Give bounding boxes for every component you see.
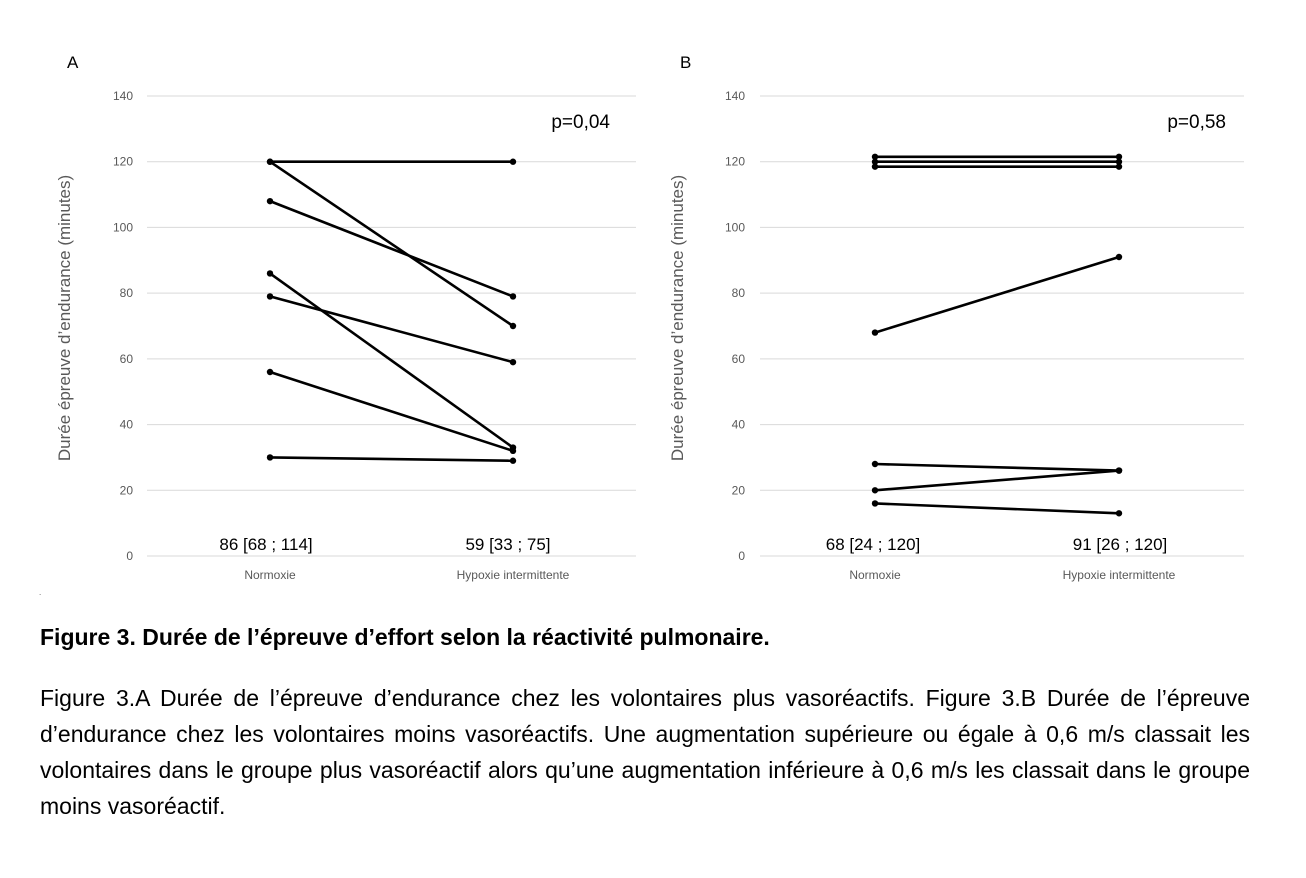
- data-point-a-7-normoxie: [266, 454, 274, 461]
- series-b-7: [871, 500, 1123, 517]
- data-point-a-2-hypoxie: [509, 322, 517, 330]
- series-line-a-2: [269, 160, 514, 328]
- y-axis-label-b: Durée épreuve d’endurance (minutes): [668, 175, 687, 461]
- series-a-5: [266, 293, 517, 366]
- series-line-b-4: [874, 255, 1120, 334]
- series-b-5: [871, 460, 1123, 474]
- panel-letter-b: B: [680, 53, 691, 72]
- y-tick-label-a-40: 40: [120, 418, 134, 432]
- data-point-a-5-hypoxie: [509, 358, 517, 366]
- series-b-1: [871, 153, 1123, 160]
- series-b-3: [871, 163, 1123, 170]
- x-tick-label-a-hypoxie: Hypoxie intermittente: [457, 568, 570, 582]
- data-point-a-4-normoxie: [266, 270, 274, 277]
- group-stat-b-normoxie: 68 [24 ; 120]: [826, 535, 921, 554]
- data-point-a-5-normoxie: [266, 293, 274, 300]
- chart-panel-a: A 0 20 40 60 80 100 120 140 Durée épreuve d’end…: [55, 53, 636, 582]
- series-a-2: [266, 158, 517, 330]
- y-tick-label-a-20: 20: [120, 483, 134, 497]
- data-point-b-6-hypoxie: [1115, 467, 1123, 474]
- p-value-b: p=0,58: [1167, 112, 1226, 133]
- data-point-a-3-normoxie: [266, 197, 274, 205]
- y-axis-label-a: Durée épreuve d’endurance (minutes): [55, 175, 74, 461]
- data-point-b-5-normoxie: [871, 460, 879, 468]
- y-tick-label-b-0: 0: [738, 549, 745, 563]
- figure-caption-body: Figure 3.A Durée de l’épreuve d’enduranc…: [40, 685, 1250, 819]
- data-point-b-4-normoxie: [871, 329, 879, 336]
- stray-dot-mark: .: [39, 588, 42, 597]
- chart-panel-b: B 0 20 40 60 80 100 120 140 Durée épreuve d’end…: [668, 53, 1244, 582]
- series-b-2: [871, 158, 1123, 165]
- series-line-a-6: [269, 370, 514, 453]
- data-point-b-3-hypoxie: [1115, 163, 1123, 170]
- data-point-b-7-normoxie: [871, 500, 879, 507]
- series-a-4: [266, 270, 517, 451]
- x-tick-label-a-normoxie: Normoxie: [244, 568, 296, 582]
- y-tick-label-b-60: 60: [732, 352, 746, 366]
- figure-caption-title: Figure 3. Durée de l’épreuve d’effort se…: [40, 624, 770, 650]
- data-point-b-2-normoxie: [871, 158, 879, 165]
- data-point-b-2-hypoxie: [1115, 158, 1123, 165]
- series-line-b-6: [874, 469, 1120, 492]
- series-line-a-5: [269, 295, 514, 364]
- y-tick-label-b-100: 100: [725, 220, 745, 234]
- y-tick-label-a-0: 0: [126, 549, 133, 563]
- series-a-6: [266, 368, 517, 455]
- y-tick-label-a-60: 60: [120, 352, 134, 366]
- series-a-7: [266, 454, 517, 464]
- y-tick-label-b-40: 40: [732, 418, 746, 432]
- data-point-b-4-hypoxie: [1115, 253, 1123, 261]
- series-a-1: [266, 158, 517, 165]
- data-point-a-6-hypoxie: [509, 447, 517, 455]
- data-point-b-6-normoxie: [871, 487, 879, 494]
- data-point-b-7-hypoxie: [1115, 510, 1123, 517]
- y-tick-label-a-100: 100: [113, 220, 133, 234]
- series-b-4: [871, 253, 1123, 336]
- y-tick-label-a-80: 80: [120, 286, 134, 300]
- series-line-b-5: [874, 462, 1120, 472]
- data-point-b-1-hypoxie: [1115, 153, 1123, 160]
- data-point-b-1-normoxie: [871, 153, 879, 160]
- series-line-a-4: [269, 272, 514, 449]
- figure-3-charts: A 0 20 40 60 80 100 120 140 Durée épreuve d’end…: [55, 53, 1244, 582]
- data-point-b-3-normoxie: [871, 163, 879, 170]
- p-value-a: p=0,04: [551, 112, 610, 133]
- group-stat-a-hypoxie: 59 [33 ; 75]: [465, 535, 550, 554]
- data-point-a-1-hypoxie: [509, 158, 517, 165]
- data-point-a-7-hypoxie: [509, 457, 517, 464]
- y-tick-label-b-20: 20: [732, 483, 746, 497]
- y-tick-label-a-140: 140: [113, 89, 133, 103]
- x-tick-label-b-normoxie: Normoxie: [849, 568, 901, 582]
- y-tick-label-b-120: 120: [725, 155, 745, 169]
- data-point-a-6-normoxie: [266, 368, 274, 376]
- panel-letter-a: A: [67, 53, 79, 72]
- series-line-a-3: [269, 199, 514, 298]
- group-stat-a-normoxie: 86 [68 ; 114]: [219, 535, 312, 554]
- data-point-a-2-normoxie: [266, 158, 274, 165]
- series-a-3: [266, 197, 517, 300]
- series-line-a-7: [269, 456, 514, 463]
- data-point-a-3-hypoxie: [509, 293, 517, 300]
- y-tick-label-b-140: 140: [725, 89, 745, 103]
- y-tick-label-a-120: 120: [113, 155, 133, 169]
- series-b-6: [871, 467, 1123, 494]
- x-tick-label-b-hypoxie: Hypoxie intermittente: [1063, 568, 1176, 582]
- y-tick-label-b-80: 80: [732, 286, 746, 300]
- series-line-b-7: [874, 502, 1120, 515]
- group-stat-b-hypoxie: 91 [26 ; 120]: [1073, 535, 1168, 554]
